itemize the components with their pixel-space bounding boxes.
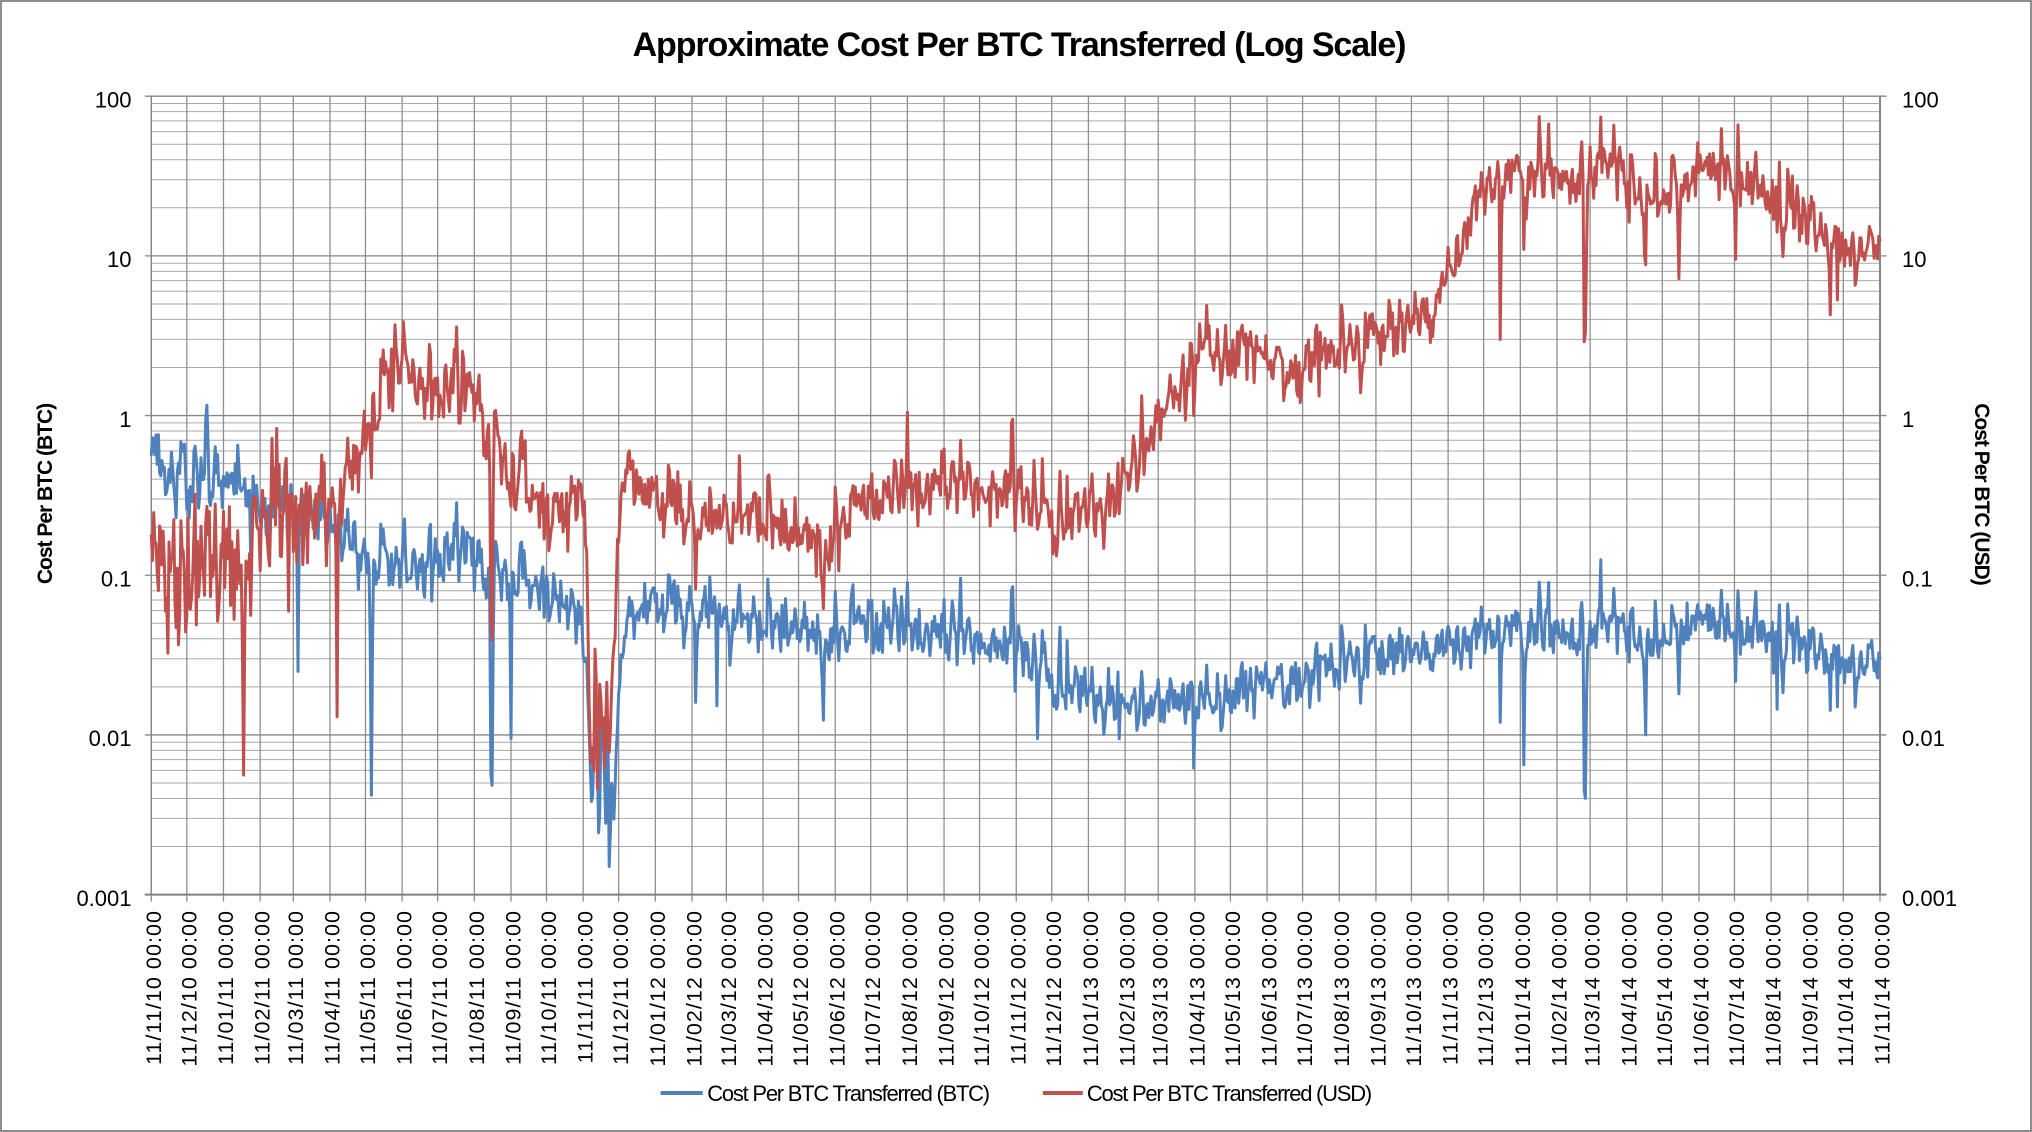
svg-text:11/10/13 00:00: 11/10/13 00:00: [1402, 910, 1426, 1067]
svg-text:11/08/14 00:00: 11/08/14 00:00: [1762, 910, 1786, 1067]
svg-text:11/10/11 00:00: 11/10/11 00:00: [537, 910, 561, 1065]
svg-text:11/06/11 00:00: 11/06/11 00:00: [393, 910, 417, 1065]
svg-text:11/11/13 00:00: 11/11/13 00:00: [1439, 910, 1463, 1065]
svg-text:11/04/14 00:00: 11/04/14 00:00: [1617, 910, 1641, 1067]
svg-text:11/03/13 00:00: 11/03/13 00:00: [1149, 910, 1173, 1067]
svg-text:11/02/14 00:00: 11/02/14 00:00: [1548, 910, 1572, 1067]
svg-text:11/11/12 00:00: 11/11/12 00:00: [1007, 910, 1031, 1065]
svg-text:11/06/13 00:00: 11/06/13 00:00: [1258, 910, 1282, 1067]
svg-text:11/01/12 00:00: 11/01/12 00:00: [646, 910, 670, 1067]
svg-text:11/10/12 00:00: 11/10/12 00:00: [970, 910, 994, 1067]
svg-text:11/10/14 00:00: 11/10/14 00:00: [1834, 910, 1858, 1067]
svg-text:11/05/13 00:00: 11/05/13 00:00: [1221, 910, 1245, 1067]
svg-text:11/04/12 00:00: 11/04/12 00:00: [754, 910, 778, 1067]
svg-text:11/09/13 00:00: 11/09/13 00:00: [1366, 910, 1390, 1067]
svg-text:11/05/14 00:00: 11/05/14 00:00: [1653, 910, 1677, 1067]
svg-text:Approximate Cost Per BTC Trans: Approximate Cost Per BTC Transferred (Lo…: [633, 26, 1406, 64]
svg-text:11/07/11 00:00: 11/07/11 00:00: [428, 910, 452, 1065]
svg-text:0.01: 0.01: [89, 726, 132, 751]
svg-text:11/07/13 00:00: 11/07/13 00:00: [1293, 910, 1317, 1067]
svg-text:11/03/12 00:00: 11/03/12 00:00: [717, 910, 741, 1067]
svg-text:10: 10: [1902, 247, 1926, 272]
svg-text:11/03/14 00:00: 11/03/14 00:00: [1581, 910, 1605, 1067]
svg-text:11/08/12 00:00: 11/08/12 00:00: [898, 910, 922, 1067]
svg-text:0.01: 0.01: [1902, 726, 1945, 751]
svg-text:11/09/11 00:00: 11/09/11 00:00: [502, 910, 526, 1065]
svg-text:11/03/11 00:00: 11/03/11 00:00: [284, 910, 308, 1065]
svg-text:0.1: 0.1: [101, 567, 132, 592]
svg-text:11/02/12 00:00: 11/02/12 00:00: [683, 910, 707, 1067]
svg-text:11/11/11 00:00: 11/11/11 00:00: [574, 910, 598, 1063]
svg-text:11/08/13 00:00: 11/08/13 00:00: [1330, 910, 1354, 1067]
svg-text:11/04/11 00:00: 11/04/11 00:00: [321, 910, 345, 1065]
svg-text:11/06/12 00:00: 11/06/12 00:00: [826, 910, 850, 1067]
svg-text:0.001: 0.001: [1902, 886, 1957, 911]
svg-text:11/11/10 00:00: 11/11/10 00:00: [142, 910, 166, 1065]
svg-text:11/09/14 00:00: 11/09/14 00:00: [1798, 910, 1822, 1067]
svg-text:11/02/13 00:00: 11/02/13 00:00: [1116, 910, 1140, 1067]
svg-text:1: 1: [1902, 407, 1914, 432]
svg-text:11/12/12 00:00: 11/12/12 00:00: [1042, 910, 1066, 1067]
svg-text:Cost Per BTC (BTC): Cost Per BTC (BTC): [34, 404, 57, 584]
svg-text:11/06/14 00:00: 11/06/14 00:00: [1690, 910, 1714, 1067]
svg-text:Cost Per BTC Transferred (BTC): Cost Per BTC Transferred (BTC): [707, 1081, 989, 1106]
svg-text:11/02/11 00:00: 11/02/11 00:00: [251, 910, 275, 1065]
svg-text:10: 10: [107, 247, 131, 272]
svg-text:11/05/11 00:00: 11/05/11 00:00: [356, 910, 380, 1065]
svg-text:1: 1: [119, 407, 131, 432]
svg-text:11/01/11 00:00: 11/01/11 00:00: [214, 910, 238, 1065]
svg-text:11/12/10 00:00: 11/12/10 00:00: [177, 910, 201, 1067]
svg-text:11/08/11 00:00: 11/08/11 00:00: [465, 910, 489, 1065]
svg-text:11/05/12 00:00: 11/05/12 00:00: [789, 910, 813, 1067]
svg-text:0.1: 0.1: [1902, 567, 1933, 592]
svg-text:11/11/14 00:00: 11/11/14 00:00: [1871, 910, 1895, 1065]
svg-text:Cost Per BTC (USD): Cost Per BTC (USD): [1970, 403, 1993, 585]
svg-text:11/07/14 00:00: 11/07/14 00:00: [1725, 910, 1749, 1067]
svg-text:Cost Per BTC Transferred (USD): Cost Per BTC Transferred (USD): [1087, 1081, 1371, 1106]
svg-text:11/07/12 00:00: 11/07/12 00:00: [861, 910, 885, 1067]
svg-text:11/12/13 00:00: 11/12/13 00:00: [1474, 910, 1498, 1067]
svg-text:100: 100: [95, 88, 132, 113]
svg-text:11/09/12 00:00: 11/09/12 00:00: [935, 910, 959, 1067]
svg-text:100: 100: [1902, 88, 1939, 113]
svg-text:11/12/11 00:00: 11/12/11 00:00: [609, 910, 633, 1065]
svg-text:0.001: 0.001: [76, 886, 131, 911]
svg-text:11/01/14 00:00: 11/01/14 00:00: [1511, 910, 1535, 1067]
svg-text:11/01/13 00:00: 11/01/13 00:00: [1079, 910, 1103, 1067]
svg-text:11/04/13 00:00: 11/04/13 00:00: [1185, 910, 1209, 1067]
